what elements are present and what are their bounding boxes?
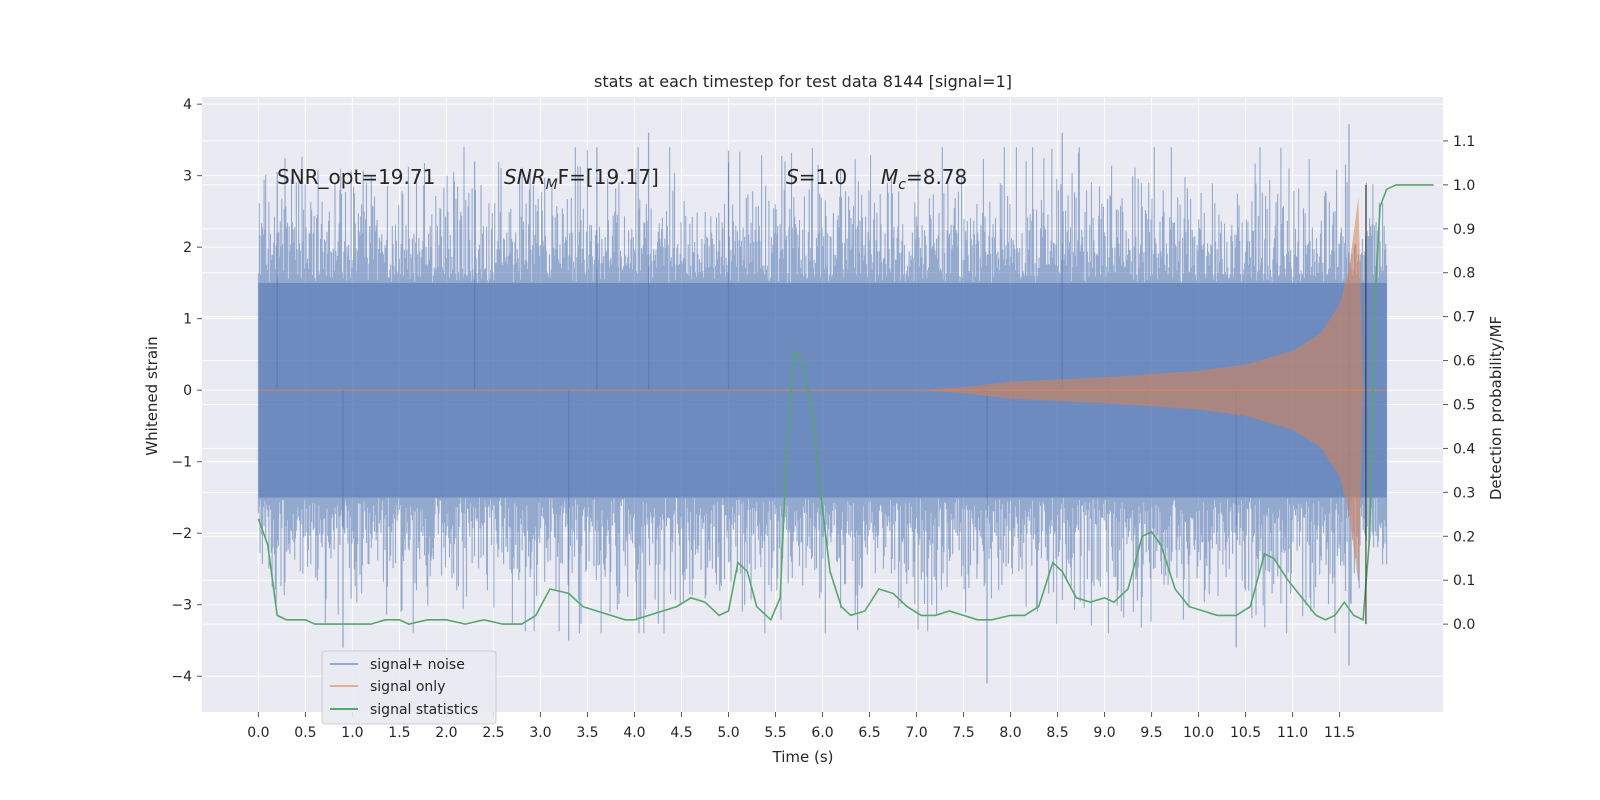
y-axis-label: Whitened strain bbox=[143, 336, 161, 455]
x-tick-label: 8.5 bbox=[1046, 725, 1068, 741]
x-tick-label: 3.5 bbox=[576, 725, 598, 741]
x-tick-label: 3.0 bbox=[529, 725, 551, 741]
x-tick-label: 4.5 bbox=[670, 725, 692, 741]
x-tick-label: 6.0 bbox=[811, 725, 833, 741]
y-axis-right-label: Detection probability/MF bbox=[1487, 316, 1505, 500]
y-tick-label: −4 bbox=[171, 669, 192, 685]
x-tick-label: 10.0 bbox=[1183, 725, 1214, 741]
s-symbol: S bbox=[786, 165, 799, 189]
y-right-tick-label: 0.8 bbox=[1453, 266, 1475, 282]
x-tick-label: 6.5 bbox=[858, 725, 880, 741]
y-axis-ticks: 4 3 2 1 0 −1 −2 −3 −4 bbox=[171, 97, 202, 685]
x-tick-label: 0.5 bbox=[294, 725, 316, 741]
chart-title: stats at each timestep for test data 814… bbox=[594, 72, 1012, 91]
y-right-tick-label: 0.3 bbox=[1453, 485, 1475, 501]
annotation-s: S=1.0 bbox=[786, 165, 847, 189]
y-tick-label: 3 bbox=[183, 169, 192, 185]
x-tick-label: 2.0 bbox=[435, 725, 457, 741]
y-tick-label: −2 bbox=[171, 526, 192, 542]
x-tick-label: 10.5 bbox=[1230, 725, 1261, 741]
x-axis-ticks: 0.0 0.5 1.0 1.5 2.0 2.5 3.0 3.5 4.0 4.5 5.0 5.5 6.0 6… bbox=[247, 712, 1355, 741]
snr-mf-rest: F=[19.17] bbox=[558, 165, 659, 189]
x-tick-label: 1.5 bbox=[388, 725, 410, 741]
y-right-tick-label: 0.7 bbox=[1453, 310, 1475, 326]
x-tick-label: 7.5 bbox=[952, 725, 974, 741]
y-tick-label: 0 bbox=[183, 383, 192, 399]
y-right-tick-label: 0.1 bbox=[1453, 573, 1475, 589]
y-right-tick-label: 1.0 bbox=[1453, 178, 1475, 194]
noise-peaks bbox=[276, 124, 1350, 684]
y-tick-label: 1 bbox=[183, 312, 192, 328]
y-right-tick-label: 1.1 bbox=[1453, 134, 1475, 150]
y-tick-label: −3 bbox=[171, 598, 192, 614]
y-tick-label: −1 bbox=[171, 455, 192, 471]
mc-symbol: M bbox=[881, 165, 898, 189]
x-tick-label: 9.5 bbox=[1140, 725, 1162, 741]
snr-mf-base: SNR bbox=[504, 165, 546, 189]
legend-label-signal-statistics: signal statistics bbox=[370, 702, 478, 718]
y-axis-right-ticks: 1.1 1.0 0.9 0.8 0.7 0.6 0.5 0.4 0.3 0.2 0.1 0.0 bbox=[1443, 134, 1475, 633]
series-signal-statistics bbox=[257, 184, 1434, 625]
x-tick-label: 5.0 bbox=[717, 725, 739, 741]
statistics-line bbox=[257, 184, 1434, 625]
series-signal-only bbox=[258, 197, 1387, 584]
y-right-tick-label: 0.9 bbox=[1453, 222, 1475, 238]
mc-sub: c bbox=[898, 177, 906, 193]
x-tick-label: 8.0 bbox=[999, 725, 1021, 741]
y-right-tick-label: 0.5 bbox=[1453, 398, 1475, 414]
annotation-snr-opt: SNR_opt=19.71 bbox=[277, 165, 435, 189]
x-tick-label: 11.5 bbox=[1324, 725, 1355, 741]
x-tick-label: 2.5 bbox=[482, 725, 504, 741]
annotation-snr-mf: SNRMF=[19.17] bbox=[504, 165, 659, 193]
y-right-tick-label: 0.0 bbox=[1453, 617, 1475, 633]
y-right-tick-label: 0.2 bbox=[1453, 529, 1475, 545]
x-tick-label: 5.5 bbox=[764, 725, 786, 741]
y-right-tick-label: 0.6 bbox=[1453, 354, 1475, 370]
x-tick-label: 0.0 bbox=[247, 725, 269, 741]
legend-box bbox=[321, 650, 497, 725]
x-tick-label: 7.0 bbox=[905, 725, 927, 741]
y-tick-label: 2 bbox=[183, 240, 192, 256]
x-tick-label: 1.0 bbox=[341, 725, 363, 741]
snr-mf-sub: M bbox=[546, 177, 558, 193]
legend: signal+ noise signal only signal statist… bbox=[321, 650, 497, 725]
y-tick-label: 4 bbox=[183, 97, 192, 113]
x-tick-label: 9.0 bbox=[1093, 725, 1115, 741]
x-axis-label: Time (s) bbox=[772, 748, 834, 766]
x-tick-label: 11.0 bbox=[1277, 725, 1308, 741]
legend-label-signal-only: signal only bbox=[370, 679, 445, 695]
y-right-tick-label: 0.4 bbox=[1453, 441, 1475, 457]
s-value: =1.0 bbox=[799, 165, 848, 189]
annotation-mc: Mc=8.78 bbox=[881, 165, 967, 193]
legend-label-signal-noise: signal+ noise bbox=[370, 657, 465, 673]
mc-value: =8.78 bbox=[906, 165, 967, 189]
x-tick-label: 4.0 bbox=[623, 725, 645, 741]
